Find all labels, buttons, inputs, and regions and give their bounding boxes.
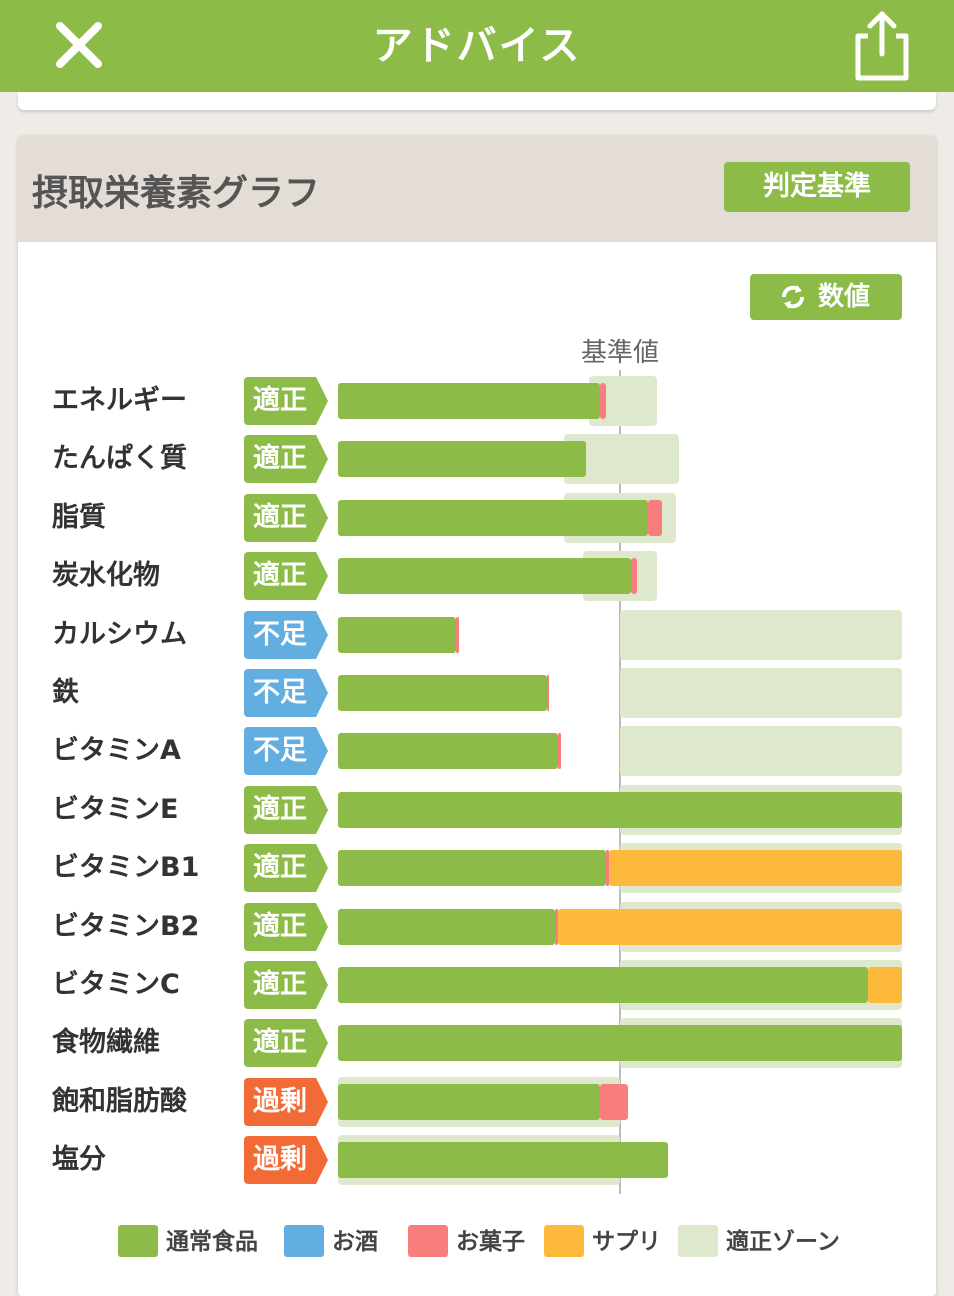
close-icon [56, 22, 102, 68]
share-button[interactable] [840, 6, 924, 86]
bar-segment [338, 383, 601, 419]
nutrient-name: 炭水化物 [52, 560, 160, 592]
bar-segment [868, 967, 902, 1003]
bar-segment [338, 616, 457, 653]
nutrient-row: 脂質 適正 [18, 491, 936, 545]
bar-segment [338, 441, 587, 478]
nutrient-graph-card: 摂取栄養素グラフ 判定基準 数値 基準値 エネルギー 適正 たんぱく質 適正 脂質 適正炭… [18, 136, 936, 1296]
legend-swatch [678, 1225, 718, 1257]
status-badge: 適正 [244, 902, 328, 951]
status-badge: 適正 [244, 435, 328, 484]
nutrient-row: ビタミンE 適正 [18, 783, 936, 837]
bar-segment [557, 733, 561, 770]
app-header: アドバイス [0, 0, 954, 92]
nutrient-row: 炭水化物 適正 [18, 549, 936, 603]
appropriate-zone [620, 668, 902, 718]
nutrient-row: 飽和脂肪酸 過剰 [18, 1075, 936, 1129]
nutrient-name: ビタミンB2 [52, 910, 200, 942]
bar-segment [631, 558, 637, 595]
status-badge: 適正 [244, 552, 328, 601]
nutrient-name: エネルギー [52, 385, 187, 416]
reference-label: 基準値 [580, 338, 659, 368]
bar-segment [605, 850, 609, 887]
bar-segment [338, 558, 632, 595]
appropriate-zone [620, 609, 902, 660]
criteria-button[interactable]: 判定基準 [724, 162, 910, 212]
nutrient-name: たんぱく質 [52, 443, 187, 475]
legend-label: 通常食品 [166, 1229, 258, 1255]
status-badge: 不足 [244, 669, 328, 717]
nutrient-row: ビタミンB1 適正 [18, 841, 936, 895]
nutrient-row: 食物繊維 適正 [18, 1016, 936, 1070]
status-badge: 適正 [244, 785, 328, 834]
bar-segment [600, 383, 606, 419]
bar-segment [600, 1083, 629, 1120]
nutrient-row: エネルギー 適正 [18, 374, 936, 428]
appropriate-zone [620, 726, 902, 777]
legend-label: サプリ [592, 1229, 661, 1255]
nutrient-name: 食物繊維 [52, 1027, 160, 1059]
bar-segment [338, 733, 558, 770]
bar-segment [338, 791, 902, 828]
close-button[interactable] [40, 14, 116, 78]
status-badge: 過剰 [244, 1136, 328, 1185]
nutrient-name: ビタミンB1 [52, 852, 200, 884]
refresh-icon [782, 285, 804, 309]
status-badge: 適正 [244, 961, 328, 1009]
bar-segment [338, 1142, 668, 1179]
bar-segment [338, 499, 649, 536]
nutrient-row: ビタミンA 不足 [18, 724, 936, 778]
nutrient-name: ビタミンC [52, 969, 180, 1000]
nutrient-name: カルシウム [52, 618, 187, 650]
bar-segment [338, 908, 556, 945]
nutrient-row: 鉄 不足 [18, 666, 936, 720]
nutrient-name: 塩分 [52, 1144, 106, 1176]
nutrient-name: 飽和脂肪酸 [52, 1085, 187, 1117]
bar-segment [648, 499, 663, 536]
status-badge: 適正 [244, 844, 328, 893]
bar-segment [338, 967, 869, 1003]
nutrient-row: ビタミンB2 適正 [18, 900, 936, 954]
legend-label: お酒 [332, 1229, 378, 1255]
appropriate-zone [588, 376, 657, 426]
numeric-toggle-button[interactable]: 数値 [750, 274, 902, 320]
status-badge: 適正 [244, 1019, 328, 1068]
nutrient-row: 塩分 過剰 [18, 1133, 936, 1187]
status-badge: 適正 [244, 377, 328, 425]
card-title: 摂取栄養素グラフ [32, 173, 321, 214]
legend-label: 適正ゾーン [726, 1229, 840, 1255]
bar-segment [546, 675, 550, 711]
legend-swatch [118, 1225, 158, 1257]
bar-segment [557, 908, 902, 945]
nutrient-name: ビタミンE [52, 793, 179, 825]
legend-label: お菓子 [456, 1229, 525, 1255]
share-icon [855, 11, 909, 81]
bar-segment [555, 908, 558, 945]
nutrient-name: 鉄 [52, 677, 79, 708]
bar-segment [338, 1025, 902, 1062]
bar-segment [338, 1083, 601, 1120]
nutrient-row: ビタミンC 適正 [18, 958, 936, 1012]
legend-swatch [408, 1225, 448, 1257]
bar-segment [608, 850, 902, 887]
bar-segment [338, 675, 547, 711]
status-badge: 不足 [244, 610, 328, 659]
status-badge: 適正 [244, 493, 328, 542]
chart-legend: 通常食品 お酒 お菓子 サプリ 適正ゾーン [18, 1222, 936, 1262]
legend-swatch [284, 1225, 324, 1257]
numeric-button-label: 数値 [818, 282, 871, 312]
previous-card-edge [18, 92, 936, 110]
status-badge: 不足 [244, 727, 328, 776]
nutrient-row: たんぱく質 適正 [18, 432, 936, 486]
card-header: 摂取栄養素グラフ 判定基準 [18, 136, 936, 242]
page-title: アドバイス [372, 23, 582, 69]
nutrient-row: カルシウム 不足 [18, 608, 936, 662]
bar-segment [456, 616, 460, 653]
nutrient-name: 脂質 [52, 501, 106, 533]
status-badge: 過剰 [244, 1077, 328, 1126]
legend-swatch [544, 1225, 584, 1257]
nutrient-name: ビタミンA [52, 735, 181, 767]
reference-line [619, 370, 621, 1194]
bar-segment [338, 850, 606, 887]
